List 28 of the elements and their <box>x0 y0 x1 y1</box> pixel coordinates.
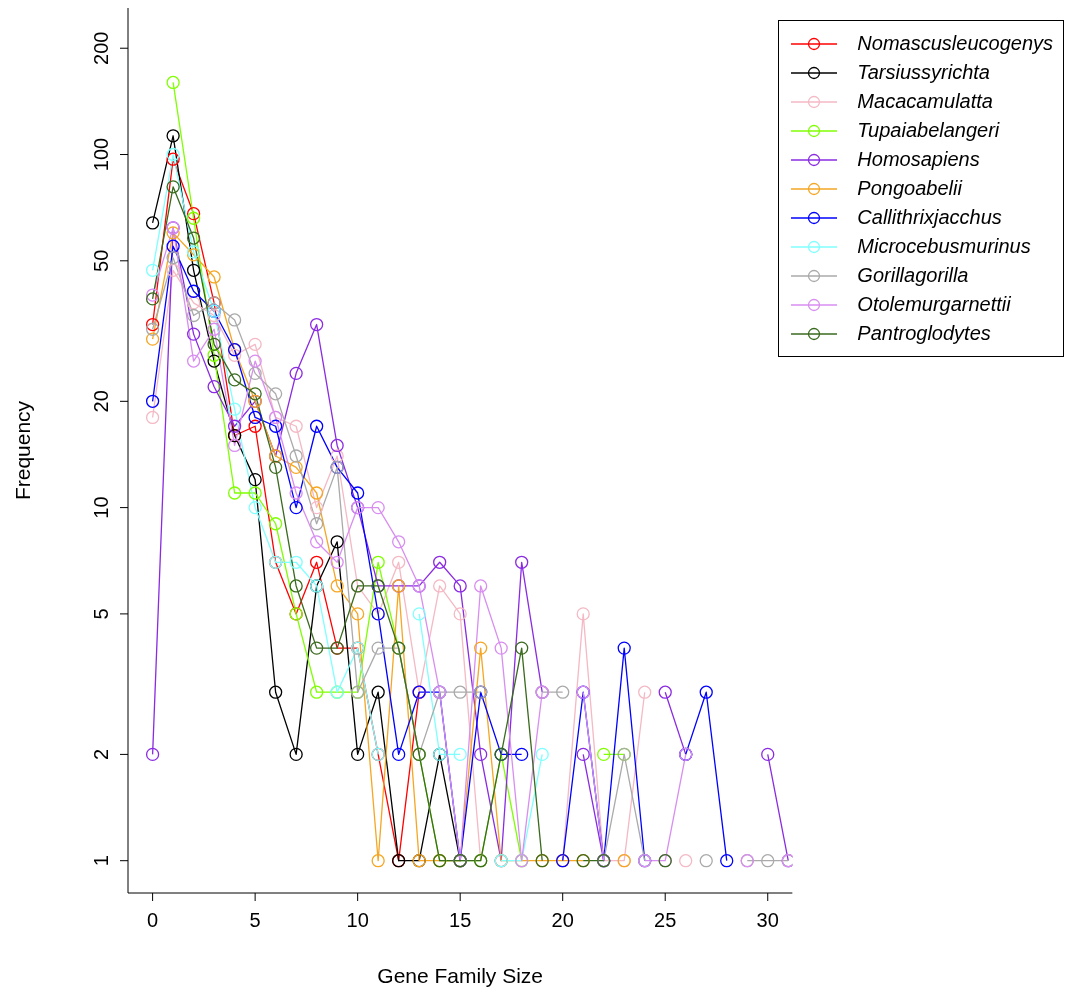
legend-label: Homosapiens <box>857 148 980 171</box>
legend-label: Otolemurgarnettii <box>857 293 1011 316</box>
x-tick-label: 5 <box>249 909 261 932</box>
x-tick-label: 15 <box>449 909 472 932</box>
legend-label: Pongoabelii <box>857 177 962 200</box>
legend-label: Gorillagorilla <box>857 264 969 287</box>
legend-label: Tarsiussyrichta <box>857 61 990 84</box>
x-tick-label: 0 <box>147 909 159 932</box>
legend-label: Callithrixjacchus <box>857 206 1002 229</box>
x-axis-title: Gene Family Size <box>377 964 544 987</box>
x-tick-label: 30 <box>756 909 779 932</box>
legend-label: Nomascusleucogenys <box>857 32 1053 55</box>
x-tick-label: 10 <box>346 909 369 932</box>
y-tick-label: 100 <box>90 137 112 172</box>
y-tick-label: 5 <box>90 608 112 620</box>
y-axis-title: Frequency <box>11 400 35 501</box>
y-tick-label: 200 <box>90 31 112 65</box>
y-tick-label: 10 <box>90 496 112 519</box>
x-tick-label: 20 <box>551 909 574 932</box>
y-tick-label: 1 <box>90 855 112 867</box>
y-tick-label: 2 <box>90 748 112 760</box>
x-tick-label: 25 <box>654 909 677 932</box>
y-tick-label: 50 <box>90 249 112 272</box>
legend-label: Macacamulatta <box>857 90 993 113</box>
legend-label: Microcebusmurinus <box>857 235 1031 258</box>
y-tick-label: 20 <box>90 390 112 413</box>
legend-label: Tupaiabelangeri <box>857 119 1000 142</box>
legend-label: Pantroglodytes <box>857 322 991 345</box>
